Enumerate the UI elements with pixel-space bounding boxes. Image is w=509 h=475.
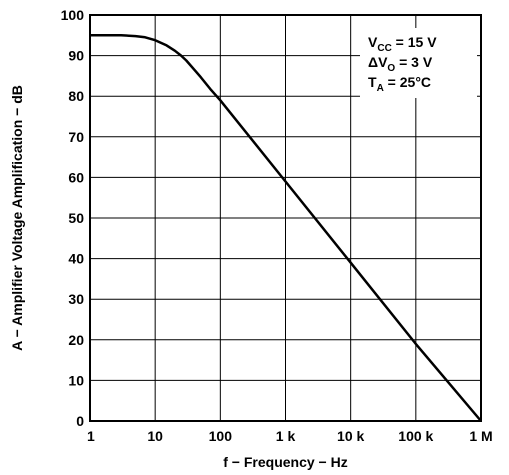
gain-curve bbox=[90, 34, 482, 422]
grid bbox=[90, 15, 481, 421]
x-tick-label: 1 M bbox=[469, 428, 492, 444]
y-tick-label: 60 bbox=[68, 169, 84, 185]
y-tick-label: 100 bbox=[61, 7, 85, 23]
y-tick-label: 0 bbox=[76, 413, 84, 429]
x-axis-title: f − Frequency − Hz bbox=[223, 454, 347, 470]
x-tick-label: 1 k bbox=[276, 428, 296, 444]
y-tick-label: 40 bbox=[68, 251, 84, 267]
x-tick-label: 10 bbox=[147, 428, 163, 444]
x-tick-label: 10 k bbox=[337, 428, 364, 444]
condition-label: VCC = 15 V bbox=[368, 34, 437, 54]
y-axis-title: A − Amplifier Voltage Amplification − dB bbox=[9, 85, 25, 351]
y-tick-label: 30 bbox=[68, 291, 84, 307]
x-tick-label: 100 k bbox=[398, 428, 433, 444]
conditions-box bbox=[360, 28, 477, 98]
y-tick-label: 10 bbox=[68, 372, 84, 388]
x-tick-label: 1 bbox=[87, 428, 95, 444]
y-tick-label: 50 bbox=[68, 210, 84, 226]
y-tick-label: 70 bbox=[68, 129, 84, 145]
condition-label: ΔVO = 3 V bbox=[368, 54, 433, 74]
condition-label: TA = 25°C bbox=[368, 74, 431, 94]
y-tick-label: 90 bbox=[68, 48, 84, 64]
y-tick-label: 80 bbox=[68, 88, 84, 104]
x-tick-label: 100 bbox=[209, 428, 233, 444]
plot-frame bbox=[89, 14, 482, 422]
series bbox=[90, 34, 482, 422]
y-tick-label: 20 bbox=[68, 332, 84, 348]
